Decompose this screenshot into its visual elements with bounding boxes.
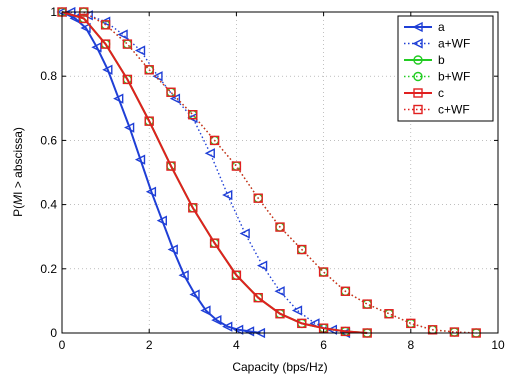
data-point — [79, 13, 89, 24]
data-point — [222, 321, 233, 332]
data-point — [113, 93, 124, 104]
x-tick-label: 2 — [146, 338, 153, 352]
data-point — [231, 161, 242, 171]
ticks: 0 2 4 6 8 10 0 0.2 0.4 0.6 0.8 1 — [40, 5, 505, 352]
data-point — [124, 122, 135, 133]
legend-marker — [412, 21, 423, 33]
data-point — [80, 22, 91, 34]
legend-marker — [413, 88, 423, 98]
legend: a a+WF b b+WF c c+WF — [397, 15, 494, 122]
x-axis-label: Capacity (bps/Hz) — [232, 360, 327, 374]
x-tick-label: 6 — [320, 338, 327, 352]
data-point — [166, 161, 176, 171]
y-tick-label: 0.8 — [40, 69, 57, 83]
series-line — [61, 11, 261, 334]
data-point — [340, 286, 351, 296]
data-point — [275, 222, 285, 232]
data-point — [204, 148, 215, 159]
data-point — [449, 327, 460, 337]
data-point — [340, 326, 351, 337]
data-point — [362, 299, 372, 309]
data-point — [256, 260, 268, 271]
data-point — [188, 110, 198, 120]
data-point — [166, 87, 176, 97]
series-layer — [56, 6, 481, 339]
data-point — [211, 315, 222, 326]
data-point — [253, 193, 263, 203]
data-point — [117, 29, 128, 40]
data-point — [406, 318, 416, 329]
data-point — [156, 215, 167, 226]
data-point — [222, 189, 233, 201]
data-point — [145, 186, 157, 197]
plot-frame — [61, 11, 499, 334]
y-axis-label: P(MI > abscissa) — [11, 127, 25, 217]
data-point — [427, 325, 438, 335]
data-point — [144, 116, 154, 126]
x-tick-label: 4 — [233, 338, 240, 352]
data-point — [209, 238, 220, 248]
legend-marker — [413, 71, 423, 82]
data-point — [189, 289, 200, 300]
legend-marker — [412, 38, 423, 49]
y-tick-label: 0.4 — [40, 198, 57, 212]
series-line — [61, 11, 368, 334]
legend-label: a — [438, 20, 445, 34]
data-point — [239, 228, 250, 239]
data-point — [318, 267, 329, 277]
data-point — [275, 309, 285, 319]
y-tick-label: 0 — [50, 326, 57, 340]
legend-label: b+WF — [438, 70, 470, 84]
legend-label: b — [438, 53, 445, 67]
x-tick-label: 10 — [491, 338, 505, 352]
data-point — [122, 74, 133, 85]
data-point — [134, 154, 146, 165]
data-point — [167, 244, 178, 255]
y-tick-label: 1 — [50, 5, 57, 19]
y-tick-label: 0.2 — [40, 262, 57, 276]
data-point — [178, 270, 189, 281]
data-point — [384, 309, 394, 319]
data-point — [209, 135, 220, 146]
data-point — [253, 292, 263, 303]
legend-marker — [413, 55, 423, 65]
data-point — [274, 286, 285, 297]
series-line — [83, 11, 477, 334]
data-point — [188, 203, 198, 213]
data-point — [102, 64, 113, 75]
legend-marker — [413, 104, 423, 115]
series-c-wf — [79, 7, 481, 338]
data-point — [100, 20, 111, 30]
data-point — [200, 305, 211, 316]
x-tick-label: 8 — [407, 338, 414, 352]
x-tick-label: 0 — [59, 338, 66, 352]
data-point — [144, 65, 154, 75]
data-point — [297, 318, 307, 329]
data-point — [100, 39, 111, 49]
legend-label: c+WF — [438, 103, 470, 117]
data-point — [297, 244, 307, 255]
data-point — [91, 42, 102, 53]
legend-label: c — [438, 86, 444, 100]
data-point — [122, 39, 133, 49]
data-point — [134, 45, 146, 56]
legend-box — [397, 15, 494, 122]
data-point — [231, 270, 242, 280]
y-tick-label: 0.6 — [40, 133, 57, 147]
data-point — [233, 324, 244, 335]
data-point — [291, 305, 303, 316]
legend-label: a+WF — [438, 37, 470, 51]
